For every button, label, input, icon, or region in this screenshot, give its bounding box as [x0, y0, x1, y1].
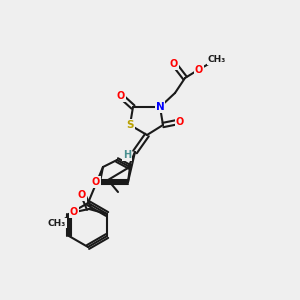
- Text: N: N: [156, 102, 164, 112]
- Text: O: O: [70, 207, 78, 217]
- Text: O: O: [170, 59, 178, 69]
- Text: O: O: [117, 91, 125, 101]
- Text: CH₃: CH₃: [48, 218, 66, 227]
- Text: CH₃: CH₃: [208, 56, 226, 64]
- Text: S: S: [126, 120, 134, 130]
- Text: O: O: [195, 65, 203, 75]
- Text: O: O: [92, 177, 100, 187]
- Text: H: H: [123, 150, 131, 160]
- Text: O: O: [78, 190, 86, 200]
- Text: O: O: [176, 117, 184, 127]
